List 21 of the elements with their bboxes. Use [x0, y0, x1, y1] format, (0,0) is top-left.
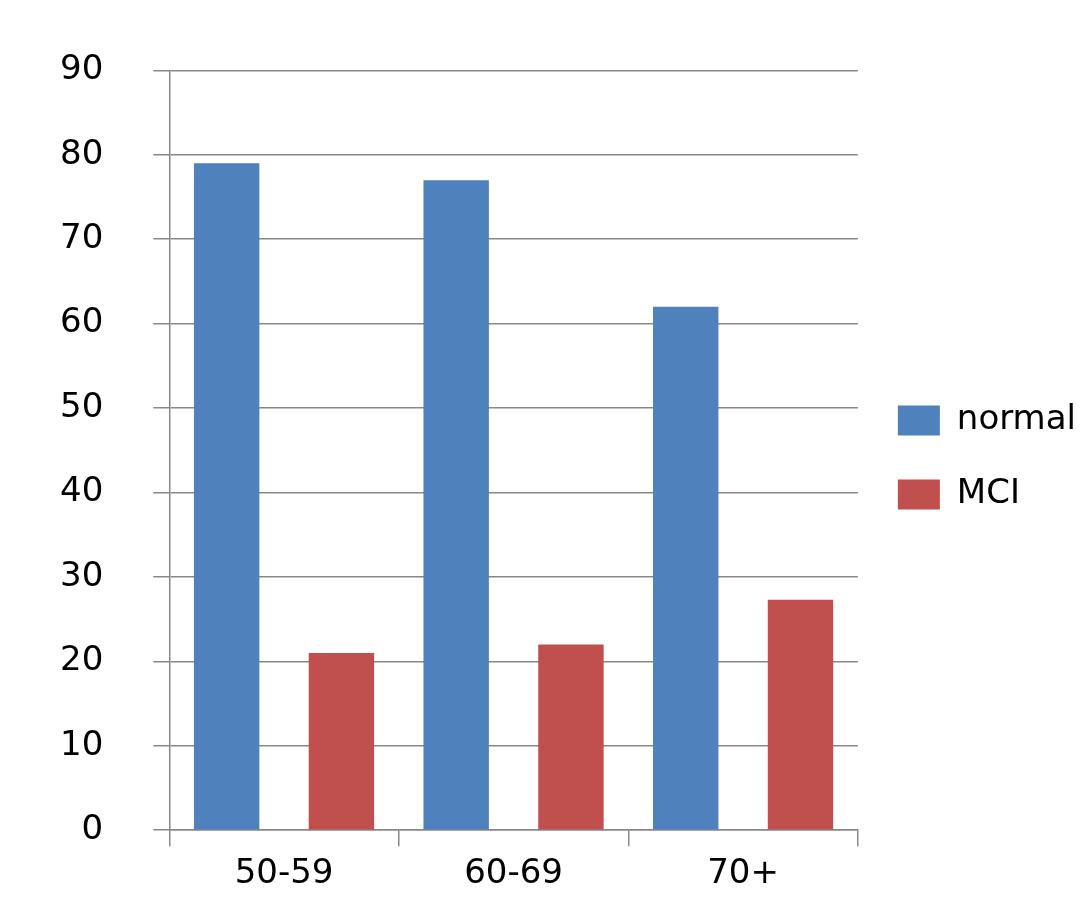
y-tick-label: 50 [60, 384, 104, 425]
y-tick-label: 30 [60, 553, 104, 594]
bar [308, 652, 375, 830]
bar [653, 306, 719, 830]
legend-label: MCI [956, 471, 1020, 512]
y-tick-label: 60 [60, 300, 104, 341]
legend-label: normal [956, 397, 1077, 438]
y-tick-label: 90 [60, 47, 104, 88]
bar [538, 644, 604, 830]
y-tick-label: 80 [60, 131, 104, 172]
bar [423, 180, 489, 830]
x-tick-label: 60-69 [464, 851, 563, 892]
bar [767, 599, 834, 830]
x-tick-label: 70+ [707, 851, 779, 892]
y-tick-label: 70 [60, 216, 104, 257]
y-tick-label: 20 [60, 638, 104, 679]
y-tick-label: 0 [81, 807, 104, 848]
y-tick-label: 40 [60, 469, 104, 510]
y-tick-label: 10 [60, 722, 104, 763]
x-tick-label: 50-59 [234, 851, 334, 892]
bar [193, 163, 260, 830]
